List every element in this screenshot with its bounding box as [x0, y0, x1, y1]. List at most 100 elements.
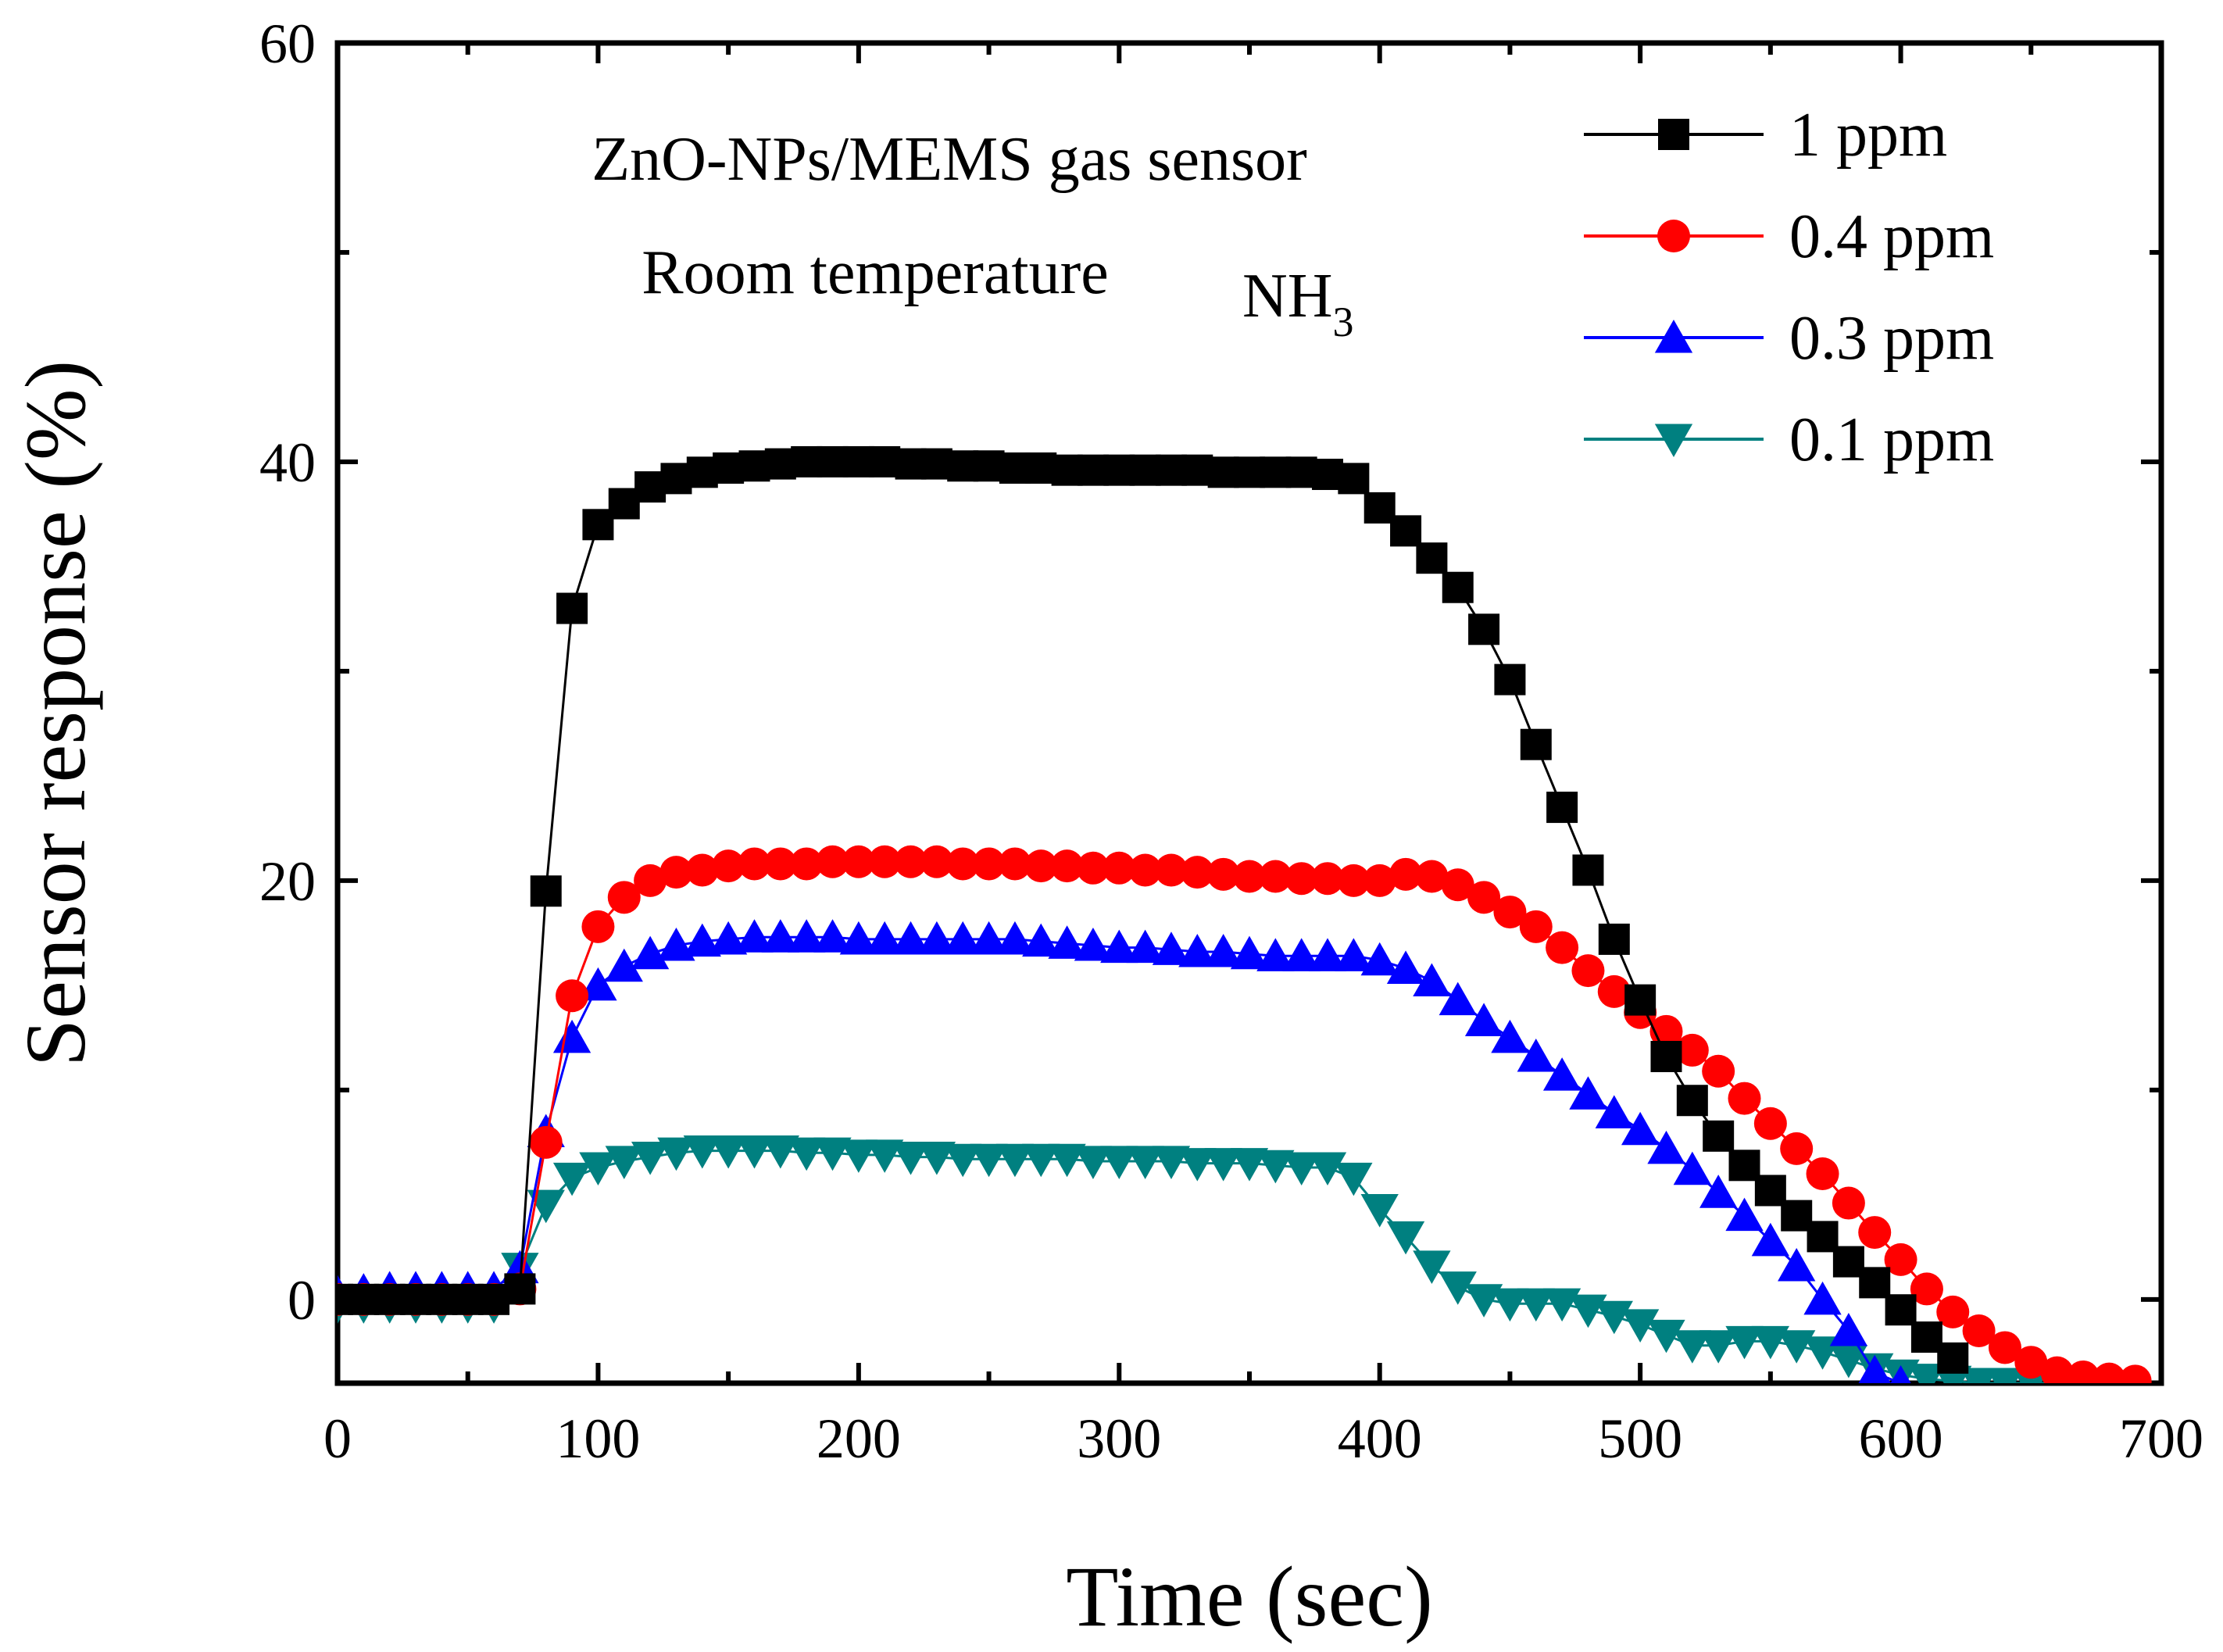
data-point [1624, 984, 1657, 1016]
data-point [999, 452, 1031, 484]
data-point [1207, 456, 1239, 488]
data-point [1178, 933, 1217, 967]
data-point [1442, 571, 1474, 603]
data-point [763, 847, 797, 881]
legend-marker [1657, 220, 1690, 252]
data-point [581, 910, 615, 943]
data-point [1673, 1151, 1711, 1185]
data-point [1621, 1309, 1660, 1343]
data-point [1152, 1146, 1191, 1179]
data-point [1126, 1146, 1164, 1179]
legend-marker [1654, 424, 1693, 457]
legend-label: 0.1 ppm [1789, 406, 1994, 474]
data-point [1390, 515, 1422, 547]
data-point [1178, 1148, 1217, 1182]
data-point [1673, 1330, 1711, 1364]
data-point [1494, 663, 1526, 695]
data-point [1595, 1300, 1633, 1335]
data-point [1806, 1157, 1839, 1191]
data-point [1230, 1148, 1269, 1182]
data-point [1754, 1175, 1786, 1207]
data-point [530, 875, 562, 907]
legend-item: 0.4 ppm [1584, 202, 1994, 271]
data-point [2118, 1364, 2152, 1383]
data-point [1647, 1130, 1685, 1164]
data-point [816, 845, 849, 878]
data-point [866, 1139, 904, 1173]
data-point [920, 448, 952, 480]
data-point [1439, 982, 1477, 1016]
data-point [839, 1139, 878, 1173]
y-tick-label: 40 [259, 431, 316, 494]
data-point [788, 1137, 826, 1171]
data-point [944, 921, 982, 955]
data-point [1363, 492, 1396, 524]
data-point [1728, 1150, 1760, 1182]
data-point [970, 1143, 1008, 1178]
data-point [1282, 938, 1321, 971]
data-point [1859, 1267, 1891, 1299]
data-point [1517, 1038, 1555, 1072]
data-point [1703, 1120, 1735, 1152]
data-point [659, 856, 693, 889]
data-point [735, 1135, 774, 1169]
data-point [1048, 1143, 1086, 1178]
data-point [791, 445, 823, 477]
series-0-4-ppm [338, 845, 2152, 1383]
data-point [1312, 459, 1344, 491]
data-point [1441, 868, 1474, 902]
data-point [1910, 1272, 1943, 1306]
annotation-sensor: ZnO-NPs/MEMS gas sensor [591, 125, 1307, 194]
data-point [1386, 950, 1425, 984]
data-point [946, 847, 980, 881]
data-point [1569, 1076, 1607, 1110]
data-point [1386, 1221, 1425, 1255]
data-point [1464, 1284, 1503, 1318]
data-point [1126, 929, 1164, 964]
data-point [1077, 454, 1109, 486]
data-point [1338, 463, 1370, 495]
data-point [348, 1283, 380, 1315]
data-point [842, 445, 874, 477]
data-point [1282, 1152, 1321, 1185]
series-1-ppm [338, 445, 1969, 1374]
data-point [685, 853, 719, 887]
data-point [2066, 1360, 2100, 1383]
data-point [1335, 1162, 1373, 1196]
data-point [556, 979, 589, 1013]
data-point [1546, 931, 1579, 964]
data-point [1832, 1246, 1864, 1278]
data-point [1155, 454, 1187, 486]
data-point [452, 1283, 484, 1315]
data-point [1937, 1342, 1969, 1374]
data-point [1467, 881, 1501, 914]
x-tick-label: 100 [556, 1407, 640, 1470]
data-point [1022, 923, 1060, 957]
data-point [1234, 456, 1265, 488]
data-point [683, 1135, 721, 1169]
data-point [605, 1146, 643, 1179]
data-point [1308, 938, 1347, 971]
data-point [892, 1142, 930, 1175]
y-tick-label: 0 [288, 1269, 316, 1332]
data-point [373, 1283, 406, 1315]
data-point [1832, 1186, 1865, 1220]
data-point [868, 845, 902, 878]
data-point [686, 456, 718, 488]
data-point [1103, 454, 1135, 486]
data-point [1597, 974, 1631, 1008]
data-point [1256, 938, 1295, 971]
data-point [1858, 1354, 1891, 1383]
data-point [1389, 857, 1423, 891]
legend-label: 0.3 ppm [1789, 304, 1994, 373]
y-tick-label: 20 [259, 850, 316, 913]
x-tick-label: 300 [1077, 1407, 1161, 1470]
data-point [1725, 1325, 1764, 1360]
legend-marker [1658, 119, 1689, 150]
data-point [1464, 1003, 1503, 1036]
x-tick-label: 700 [2119, 1407, 2203, 1470]
data-point [761, 1135, 799, 1169]
data-point [1571, 954, 1605, 988]
annotation-temperature: Room temperature [642, 238, 1109, 307]
data-point [504, 1273, 536, 1305]
